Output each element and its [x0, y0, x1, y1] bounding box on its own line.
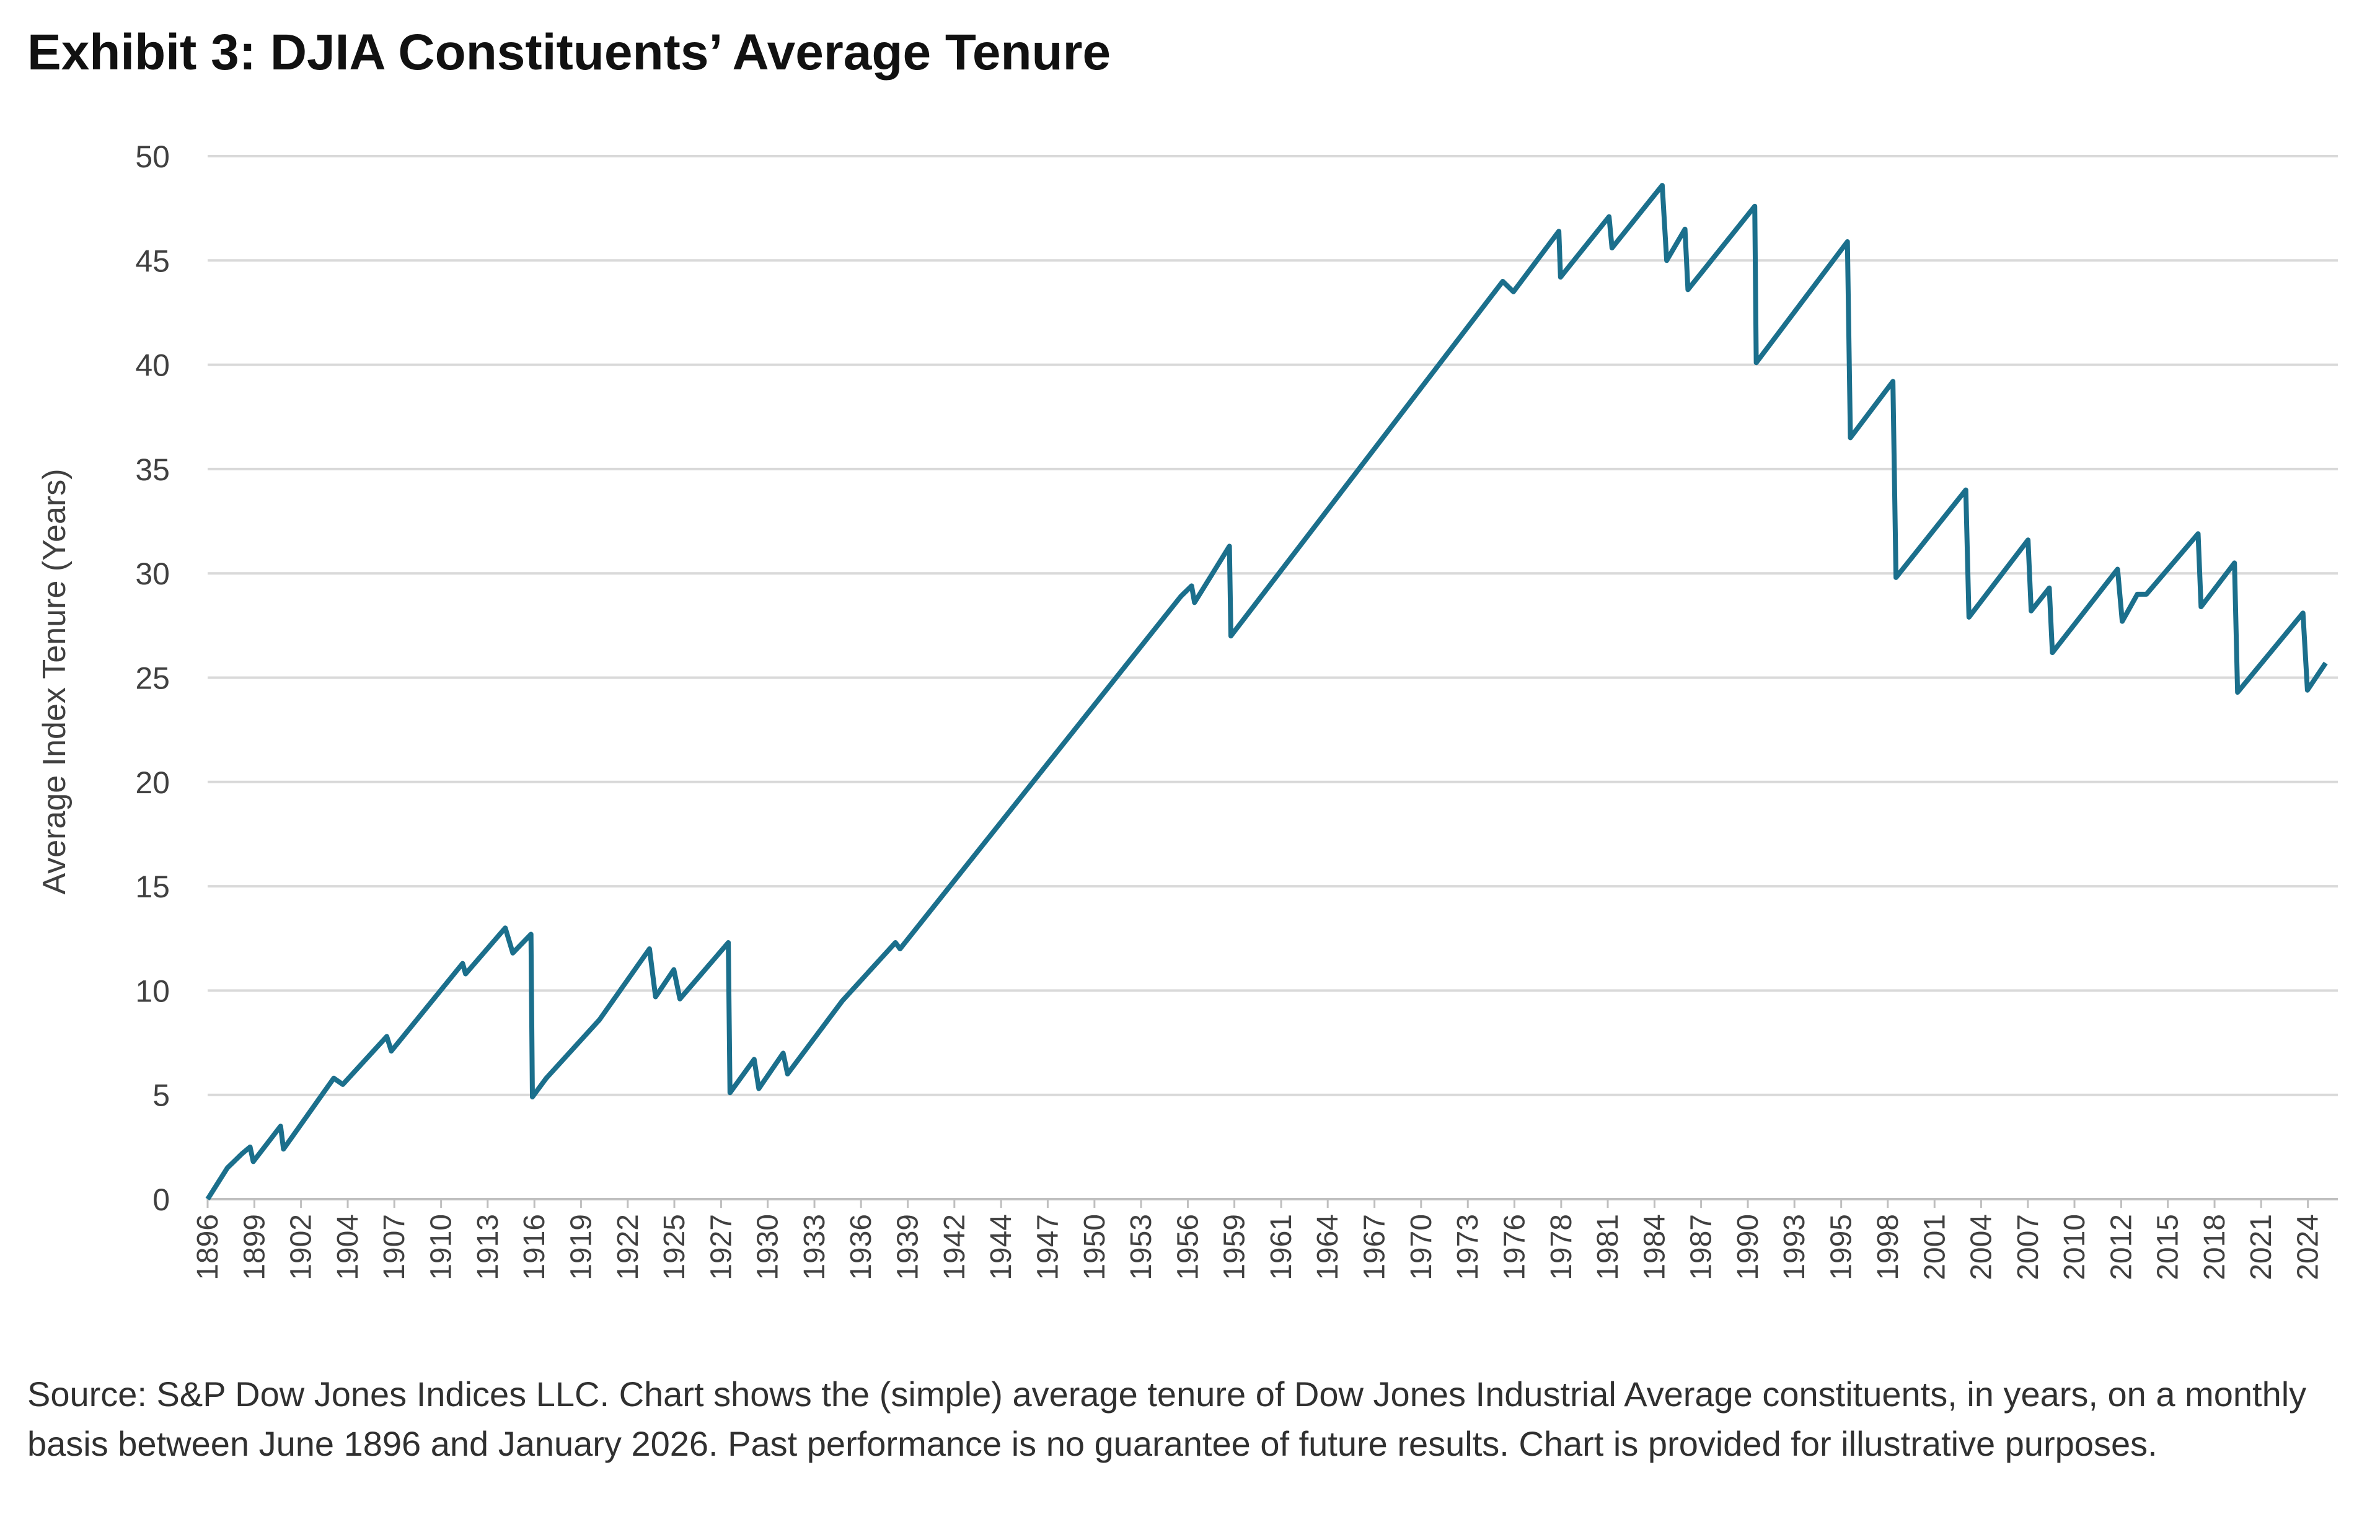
x-tick-label: 1930 — [752, 1214, 785, 1280]
y-tick-label: 50 — [135, 139, 170, 174]
y-axis-label: Average Index Tenure (Years) — [37, 469, 73, 894]
y-tick-label: 20 — [135, 765, 170, 800]
x-tick-label: 1925 — [658, 1214, 691, 1280]
x-tick-label: 1967 — [1359, 1214, 1391, 1280]
x-tick-label: 1936 — [845, 1214, 878, 1280]
x-tick-label: 1919 — [565, 1214, 597, 1280]
x-tick-label: 1902 — [285, 1214, 318, 1280]
x-tick-label: 1993 — [1778, 1214, 1811, 1280]
x-tick-label: 1947 — [1031, 1214, 1064, 1280]
x-tick-label: 1984 — [1638, 1214, 1671, 1280]
x-tick-label: 2021 — [2245, 1214, 2278, 1280]
chart-title: Exhibit 3: DJIA Constituents’ Average Te… — [27, 24, 1111, 81]
data-line — [205, 183, 2328, 1201]
x-tick-label: 2004 — [1965, 1214, 1998, 1280]
x-tick-label: 1944 — [985, 1214, 1018, 1280]
x-tick-label: 1970 — [1405, 1214, 1438, 1280]
x-tick-label: 1927 — [705, 1214, 738, 1280]
x-tick-label: 2010 — [2058, 1214, 2091, 1280]
x-tick-label: 1910 — [425, 1214, 458, 1280]
y-tick-label: 30 — [135, 557, 170, 591]
x-tick-label: 1987 — [1685, 1214, 1718, 1280]
x-tick-label: 2024 — [2292, 1214, 2325, 1280]
x-tick-label: 1942 — [938, 1214, 971, 1280]
x-tick-label: 2015 — [2152, 1214, 2185, 1280]
x-tick-label: 1913 — [472, 1214, 505, 1280]
y-tick-label: 0 — [152, 1182, 170, 1217]
x-tick-label: 1907 — [378, 1214, 411, 1280]
x-tick-label: 2018 — [2198, 1214, 2231, 1280]
y-tick-label: 15 — [135, 869, 170, 904]
x-tick-label: 1922 — [612, 1214, 645, 1280]
x-tick-label: 1956 — [1171, 1214, 1204, 1280]
y-tick-label: 5 — [152, 1078, 170, 1113]
x-tick-label: 2012 — [2105, 1214, 2138, 1280]
x-tick-label: 2007 — [2012, 1214, 2045, 1280]
x-tick-label: 2001 — [1918, 1214, 1951, 1280]
x-tick-label: 1990 — [1732, 1214, 1765, 1280]
x-tick-label: 1939 — [892, 1214, 925, 1280]
x-tick-label: 1976 — [1498, 1214, 1531, 1280]
x-tick-label: 1899 — [238, 1214, 271, 1280]
x-tick-label: 1998 — [1872, 1214, 1905, 1280]
y-tick-label: 25 — [135, 661, 170, 696]
x-tick-label: 1978 — [1545, 1214, 1578, 1280]
y-tick-label: 45 — [135, 244, 170, 278]
x-tick-label: 1950 — [1078, 1214, 1111, 1280]
source-note: Source: S&P Dow Jones Indices LLC. Chart… — [27, 1375, 2307, 1463]
x-tick-label: 1896 — [192, 1214, 224, 1280]
x-tick-label: 1961 — [1265, 1214, 1298, 1280]
y-tick-label: 40 — [135, 348, 170, 383]
x-tick-label: 1904 — [332, 1214, 364, 1280]
x-tick-label: 1973 — [1452, 1214, 1484, 1280]
x-tick-label: 1981 — [1592, 1214, 1624, 1280]
x-tick-label: 1916 — [518, 1214, 551, 1280]
x-tick-label: 1953 — [1125, 1214, 1158, 1280]
x-tick-label: 1933 — [798, 1214, 831, 1280]
y-tick-label: 10 — [135, 974, 170, 1008]
y-tick-label: 35 — [135, 452, 170, 487]
x-tick-label: 1995 — [1825, 1214, 1858, 1280]
x-tick-label: 1959 — [1219, 1214, 1251, 1280]
x-tick-label: 1964 — [1311, 1214, 1344, 1280]
chart: Exhibit 3: DJIA Constituents’ Average Te… — [27, 24, 2338, 1280]
